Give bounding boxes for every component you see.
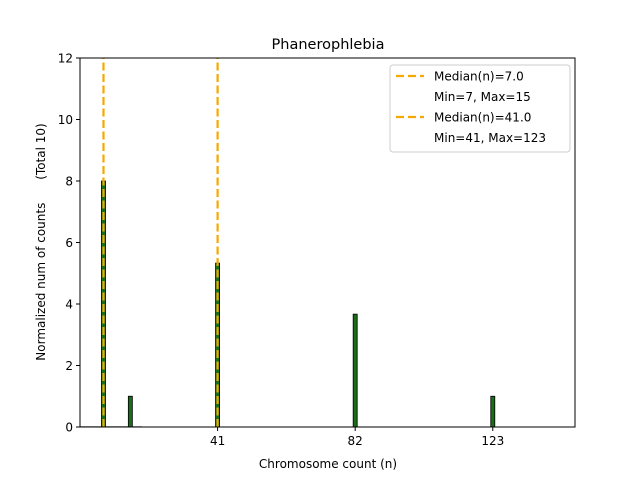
y-tick-label: 4 <box>65 298 73 312</box>
bar-82 <box>352 313 358 428</box>
y-tick-label: 6 <box>65 236 73 250</box>
bars-group <box>80 180 496 428</box>
x-ticks: 41 82 123 <box>210 427 504 448</box>
x-tick-label: 123 <box>481 434 504 448</box>
y-tick-label: 12 <box>58 52 73 66</box>
x-axis-label: Chromosome count (n) <box>259 457 397 471</box>
x-tick-label: 82 <box>348 434 363 448</box>
y-tick-label: 10 <box>58 113 73 127</box>
y-tick-label: 2 <box>65 359 73 373</box>
bar-123 <box>490 395 496 428</box>
median-lines-group <box>102 58 219 427</box>
legend-entry-label: Min=7, Max=15 <box>434 90 531 104</box>
chart-title: Phanerophlebia <box>272 37 385 53</box>
y-tick-label: 8 <box>65 175 73 189</box>
y-ticks: 0 2 4 6 8 10 12 <box>58 52 80 435</box>
legend-entry-label: Median(n)=7.0 <box>434 70 524 84</box>
legend-box <box>389 64 571 153</box>
bar-15 <box>127 395 133 428</box>
y-axis-label: Normalized num of counts (Total 10) <box>34 123 48 360</box>
legend-entry-label: Min=41, Max=123 <box>434 131 546 145</box>
legend: Median(n)=7.0 Min=7, Max=15 Median(n)=41.0… <box>389 64 571 153</box>
x-tick-label: 41 <box>210 434 225 448</box>
y-tick-label: 0 <box>65 421 73 435</box>
legend-entry-label: Median(n)=41.0 <box>434 111 531 125</box>
